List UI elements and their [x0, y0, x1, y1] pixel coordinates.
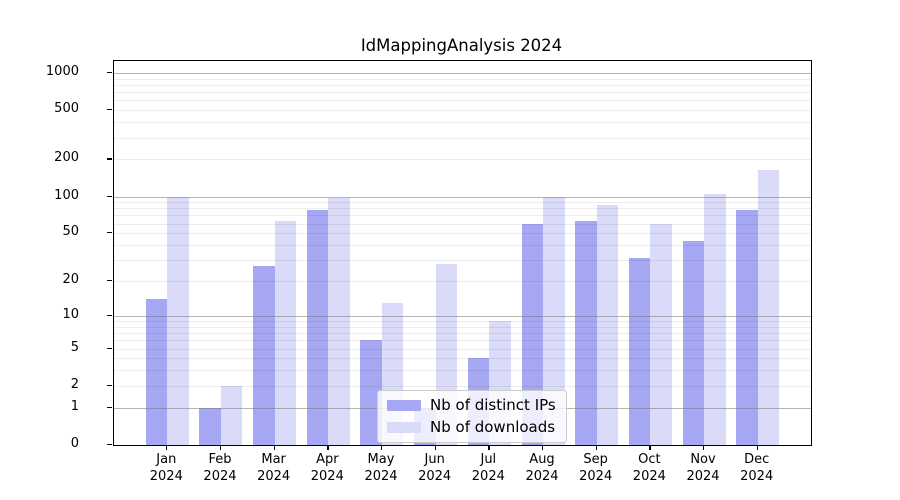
y-tick-label: 0	[70, 436, 79, 451]
bar-downloads	[543, 196, 565, 445]
x-tick-mark	[756, 445, 758, 450]
y-tick-label: 2	[70, 376, 79, 392]
x-tick-label-oct: Oct 2024	[632, 452, 666, 484]
x-tick-mark	[703, 445, 705, 450]
y-tick-mark	[107, 444, 112, 446]
y-tick-label: 200	[54, 150, 79, 166]
bar-downloads	[220, 385, 243, 445]
x-tick-mark	[166, 445, 168, 450]
x-tick-mark	[542, 445, 544, 450]
bar-distinct-ips	[628, 258, 651, 445]
bar-downloads	[596, 205, 619, 445]
x-tick-label-apr: Apr 2024	[310, 452, 344, 484]
legend-row-distinct-ips: Nb of distinct IPs	[387, 397, 556, 414]
x-tick-label-sep: Sep 2024	[579, 452, 613, 484]
y-tick-label: 5	[70, 339, 79, 355]
gridline-minor	[114, 92, 811, 94]
y-tick-mark	[107, 232, 112, 234]
x-tick-label-nov: Nov 2024	[686, 452, 720, 484]
bar-distinct-ips	[682, 241, 705, 445]
gridline-major	[114, 73, 811, 74]
gridline-minor	[114, 100, 811, 102]
y-tick-mark	[107, 195, 112, 197]
legend-label-distinct-ips: Nb of distinct IPs	[430, 396, 556, 414]
bar-distinct-ips	[306, 210, 329, 445]
y-tick-label: 100	[54, 187, 79, 203]
y-tick-label: 1000	[45, 64, 79, 79]
x-tick-mark	[327, 445, 329, 450]
x-tick-label-dec: Dec 2024	[740, 452, 774, 484]
bar-distinct-ips	[575, 221, 597, 445]
bar-distinct-ips	[253, 265, 275, 445]
bar-distinct-ips	[521, 223, 543, 445]
bar-downloads	[167, 196, 189, 445]
gridline-minor	[114, 122, 811, 124]
bar-downloads	[757, 170, 780, 445]
chart-title: IdMappingAnalysis 2024	[360, 36, 563, 55]
y-tick-mark	[107, 384, 112, 387]
y-tick-label: 50	[62, 224, 79, 240]
bar-downloads	[704, 193, 726, 445]
gridline-minor	[114, 78, 811, 80]
bar-distinct-ips	[145, 299, 168, 445]
y-tick-label: 1	[70, 398, 79, 414]
y-tick-label: 500	[54, 101, 79, 117]
x-tick-label-mar: Mar 2024	[257, 452, 291, 484]
x-tick-mark	[595, 445, 597, 450]
x-tick-label-may: May 2024	[364, 452, 398, 484]
y-tick-mark	[107, 347, 112, 349]
y-tick-mark	[107, 280, 112, 282]
x-tick-label-jun: Jun 2024	[418, 452, 452, 484]
y-tick-mark	[107, 72, 112, 74]
x-tick-mark	[488, 445, 490, 450]
legend-label-downloads: Nb of downloads	[430, 418, 556, 436]
bar-downloads	[328, 198, 350, 445]
y-tick-mark	[107, 158, 112, 160]
y-tick-label: 10	[62, 306, 79, 322]
gridline-minor	[114, 85, 811, 86]
x-tick-mark	[380, 445, 383, 450]
bar-distinct-ips	[199, 407, 221, 445]
gridline-minor	[114, 110, 811, 112]
y-tick-mark	[107, 109, 112, 111]
y-tick-label: 20	[62, 272, 79, 288]
x-tick-mark	[434, 445, 436, 450]
plot-area	[113, 60, 812, 446]
x-tick-mark	[273, 445, 275, 450]
x-tick-label-jan: Jan 2024	[149, 452, 183, 484]
x-tick-label-feb: Feb 2024	[203, 452, 237, 484]
bar-distinct-ips	[360, 340, 382, 445]
legend: Nb of distinct IPs Nb of downloads	[377, 390, 567, 443]
gridline-minor	[114, 159, 811, 161]
legend-row-downloads: Nb of downloads	[387, 419, 556, 436]
x-tick-label-aug: Aug 2024	[525, 452, 559, 484]
bar-downloads	[274, 221, 297, 445]
y-tick-mark	[107, 406, 112, 408]
y-tick-mark	[107, 314, 112, 317]
x-tick-mark	[219, 445, 222, 450]
gridline-minor	[114, 137, 811, 139]
x-tick-label-jul: Jul 2024	[471, 452, 505, 484]
legend-swatch-distinct-ips	[387, 400, 421, 411]
bar-distinct-ips	[736, 210, 758, 445]
legend-swatch-downloads	[387, 422, 421, 433]
x-tick-mark	[649, 445, 651, 450]
bar-downloads	[650, 223, 672, 445]
